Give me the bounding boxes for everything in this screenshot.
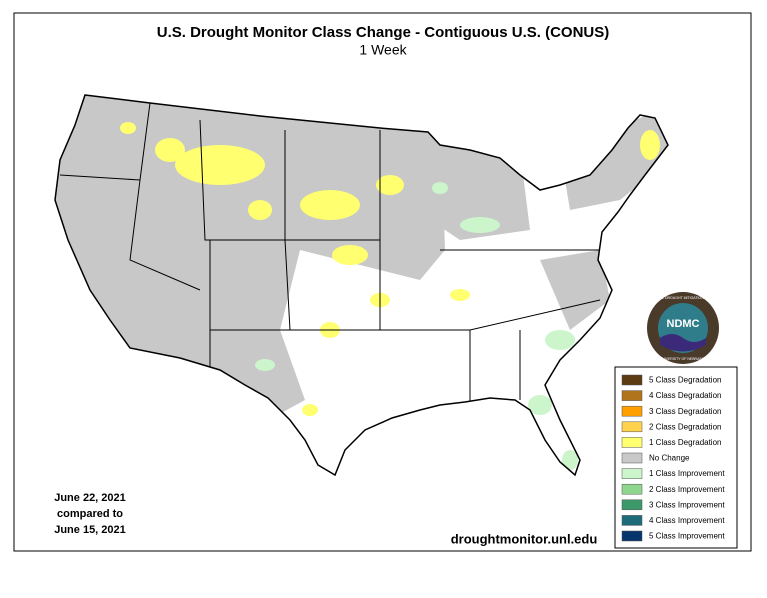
date-line: compared to — [57, 508, 123, 520]
ndmc-logo: NDMC NATIONAL DROUGHT MITIGATION CENTER … — [647, 292, 720, 364]
legend-label: 4 Class Improvement — [649, 516, 725, 525]
legend-label: 2 Class Improvement — [649, 485, 725, 494]
legend-label: 1 Class Improvement — [649, 469, 725, 478]
no-change-west — [55, 95, 445, 430]
source-url: droughtmonitor.unl.edu — [451, 531, 598, 546]
map-subtitle: 1 Week — [359, 42, 407, 58]
date-line: June 22, 2021 — [54, 492, 126, 504]
date-label: June 22, 2021 compared to June 15, 2021 — [54, 492, 126, 536]
logo-wave — [660, 334, 706, 352]
legend-label: 3 Class Improvement — [649, 500, 725, 509]
legend-swatch — [621, 483, 643, 495]
legend: 5 Class Degradation 4 Class Degradation 3 … — [621, 374, 725, 542]
legend-swatch — [621, 421, 643, 433]
improvement-areas — [255, 182, 578, 470]
legend-label: 5 Class Degradation — [649, 376, 721, 385]
legend-label: 2 Class Degradation — [649, 422, 721, 431]
legend-swatch — [621, 374, 643, 386]
legend-swatch — [621, 515, 643, 526]
state-lines — [59, 102, 601, 405]
legend-label: 5 Class Improvement — [649, 532, 725, 541]
legend-swatch — [621, 390, 643, 401]
logo-ring-top: NATIONAL DROUGHT MITIGATION CENTER — [647, 296, 720, 300]
legend-swatch — [621, 530, 643, 542]
legend-swatch — [621, 437, 643, 448]
legend-label: 1 Class Degradation — [649, 438, 721, 447]
logo-ring-bottom: UNIVERSITY OF NEBRASKA — [660, 357, 707, 361]
legend-swatch — [621, 405, 643, 417]
no-change-northeast — [560, 110, 668, 210]
legend-label: No Change — [649, 454, 690, 463]
legend-label: 4 Class Degradation — [649, 391, 721, 400]
no-change-lakes — [430, 140, 530, 240]
no-change-virginia — [540, 250, 610, 330]
legend-swatch — [621, 452, 643, 464]
date-line: June 15, 2021 — [54, 524, 126, 536]
legend-label: 3 Class Degradation — [649, 407, 721, 416]
legend-swatch — [621, 499, 643, 511]
map-title: U.S. Drought Monitor Class Change - Cont… — [157, 24, 609, 41]
logo-text: NDMC — [667, 318, 700, 330]
legend-swatch — [621, 468, 643, 479]
